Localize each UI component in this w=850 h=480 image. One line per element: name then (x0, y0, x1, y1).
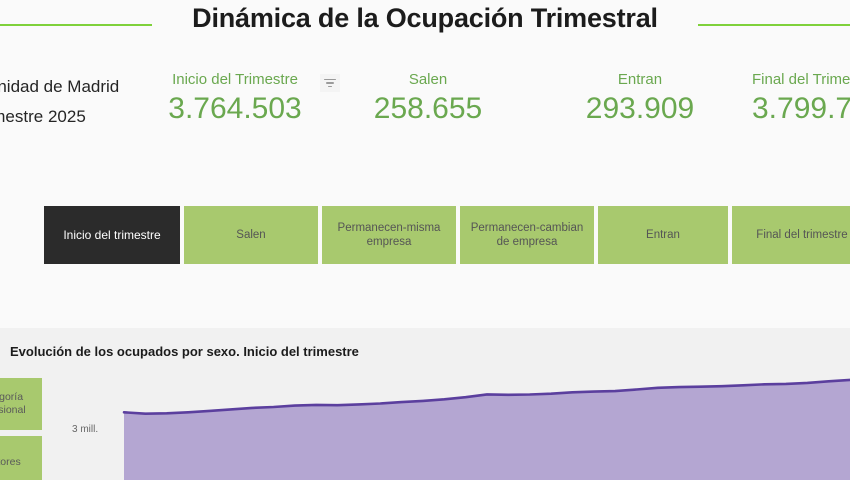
logo-line-2: de Madrid (791, 0, 842, 3)
nav-button-entran[interactable]: Entran (598, 206, 728, 264)
nav-button-final-del-trimestre[interactable]: Final del trimestre (732, 206, 850, 264)
header-rule-left (0, 24, 152, 26)
nav-button-salen[interactable]: Salen (184, 206, 318, 264)
filter-icon[interactable] (320, 74, 340, 92)
kpi-entran: Entran 293.909 (540, 70, 740, 128)
chart-series-line (122, 378, 850, 415)
header-band: Dinámica de la Ocupación Trimestral (0, 0, 850, 56)
subtitle-region: Comunidad de Madrid (0, 77, 120, 96)
evolucion-ocupados-area-chart[interactable] (0, 328, 850, 480)
page-title: Dinámica de la Ocupación Trimestral (192, 3, 658, 33)
filter-icon-bar-2 (326, 82, 334, 84)
report-subtitle: Comunidad de Madrid 2º Trimestre 2025 (0, 72, 120, 132)
filter-icon-bar-3 (328, 85, 332, 88)
kpi-value: 3.764.503 (168, 92, 302, 125)
header-rule-right (698, 24, 850, 26)
kpi-inicio-del-trimestre: Inicio del Trimestre 3.764.503 (145, 70, 325, 128)
kpi-label: Final del Trimestre (752, 71, 850, 88)
kpi-row: Inicio del Trimestre 3.764.503 Salen 258… (0, 70, 850, 132)
kpi-value: 258.655 (373, 92, 483, 125)
nav-button-inicio-del-trimestre[interactable]: Inicio del trimestre (44, 206, 180, 264)
kpi-salen: Salen 258.655 (350, 70, 506, 128)
kpi-label: Entran (617, 71, 663, 88)
nav-button-permanecen-misma-empresa[interactable]: Permanecen-misma empresa (322, 206, 456, 264)
kpi-value: 3.799.757 (752, 92, 850, 125)
chart-area-fill (124, 379, 850, 480)
comunidad-de-madrid-logo: Comunidad de Madrid (791, 0, 842, 3)
kpi-label: Salen (408, 71, 448, 88)
kpi-value: 293.909 (585, 92, 695, 125)
flow-stage-buttons: Inicio del trimestre Salen Permanecen-mi… (44, 206, 850, 264)
nav-button-permanecen-cambian-de-empresa[interactable]: Permanecen-cambian de empresa (460, 206, 594, 264)
chart-title: Evolución de los ocupados por sexo. Inic… (10, 344, 359, 359)
side-chip-categoria-profesional[interactable]: Categoría profesional (0, 378, 42, 430)
y-axis-tick-label: 3 mill. (72, 424, 99, 435)
side-chip-sectores[interactable]: Sectores (0, 436, 42, 480)
kpi-final-del-trimestre: Final del Trimestre 3.799.757 (752, 70, 850, 128)
filter-icon-bar-1 (324, 78, 336, 81)
kpi-label: Inicio del Trimestre (172, 71, 298, 88)
subtitle-period: 2º Trimestre 2025 (0, 107, 86, 126)
